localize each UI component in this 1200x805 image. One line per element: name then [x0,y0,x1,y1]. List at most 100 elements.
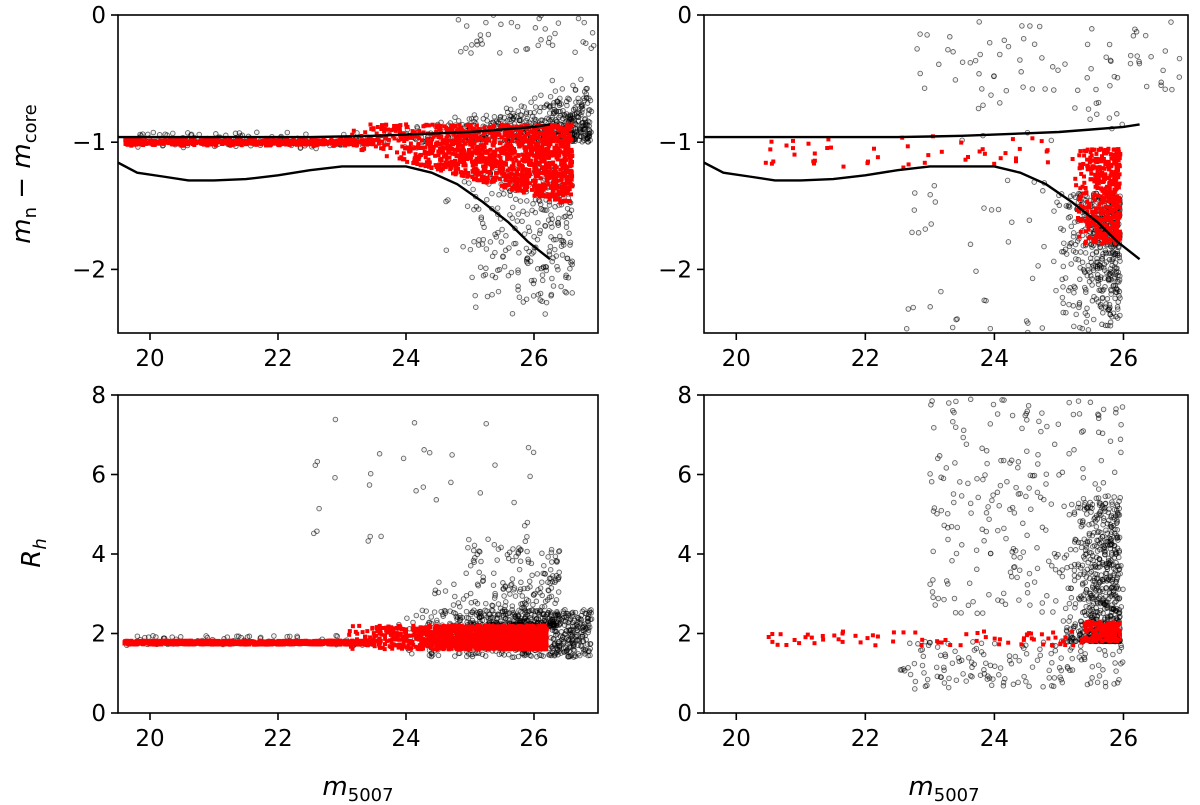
point-black [438,119,444,126]
point-red [1085,222,1090,227]
point-black [548,234,554,240]
point-black [443,247,450,253]
point-red [566,125,571,130]
point-red [551,160,556,165]
point-red [481,132,486,137]
point-black [583,637,589,643]
point-red [502,133,507,138]
point-black [1127,52,1134,59]
point-red [402,139,407,143]
point-red [373,144,378,149]
point-red [416,142,421,146]
point-black [1107,82,1113,89]
point-red [435,123,440,128]
point-black [561,242,567,248]
point-black [1108,58,1114,64]
point-black [1018,69,1024,75]
point-red [1093,234,1098,239]
point-black [528,653,534,659]
point-red [1108,206,1113,211]
point-red [1113,204,1118,209]
point-black [552,246,558,253]
point-black [507,212,513,218]
point-red [562,126,567,131]
point-red [502,149,506,154]
point-red [435,167,440,172]
point-black [413,488,419,494]
point-black [1072,105,1078,111]
point-black [491,570,497,576]
point-red [478,143,483,148]
point-red [1096,176,1101,181]
point-red [262,138,267,143]
point-red [132,141,137,146]
point-red [561,134,566,139]
point-red [453,172,458,177]
point-red [437,127,442,132]
point-red [567,199,572,204]
point-black [1091,293,1097,300]
point-red [1101,151,1106,156]
point-red [1118,231,1123,236]
point-black [542,598,549,605]
point-black [1162,86,1168,92]
point-black [509,654,516,661]
point-red [1107,195,1112,200]
point-black [463,614,470,621]
point-red [428,147,433,152]
point-black [580,638,587,644]
point-red [556,190,561,195]
point-black [552,600,558,607]
point-black [510,612,516,618]
point-red [499,135,504,140]
point-black [910,304,916,311]
point-red [524,159,529,164]
point-black [555,589,562,595]
point-red [494,147,499,152]
point-black [1041,243,1047,250]
point-red [1083,239,1088,244]
point-red [289,141,294,146]
point-red [438,124,443,129]
point-black [590,42,597,49]
point-red [299,139,304,144]
point-red [426,123,431,128]
point-black [471,542,478,549]
point-red [474,123,479,128]
point-black [548,575,554,582]
point-red [473,167,478,172]
point-black [531,612,538,618]
point-red [461,138,466,143]
point-red [249,137,254,142]
point-red [462,149,467,154]
point-red [872,146,876,151]
point-black [428,650,435,657]
y-tick-label: −2 [72,257,106,283]
point-black [475,206,482,212]
point-red [768,147,773,152]
point-red [225,138,230,143]
point-black [564,205,571,212]
point-red [482,125,487,130]
series-black [125,15,597,317]
point-red [272,140,277,145]
point-black [185,130,191,136]
point-red [510,137,515,142]
point-red [1090,166,1095,171]
point-red [511,176,516,181]
point-red [569,149,574,154]
point-red [457,133,462,138]
point-black [1031,41,1038,47]
point-black [582,647,588,654]
point-red [476,158,481,162]
point-red [1110,210,1115,215]
point-red [569,177,574,182]
point-black [478,558,484,565]
point-red [167,140,171,145]
point-black [1109,270,1116,276]
point-black [539,272,546,278]
point-red [416,157,421,162]
point-red [398,123,403,128]
point-black [1009,219,1015,225]
point-black [571,118,578,124]
